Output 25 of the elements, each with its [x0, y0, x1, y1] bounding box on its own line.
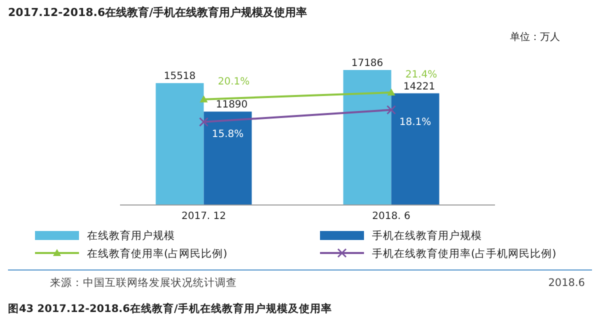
- bar: [391, 93, 440, 205]
- bar: [156, 83, 204, 205]
- source-note: 来源：中国互联网络发展状况统计调查: [50, 276, 237, 289]
- data-label: 15518: [164, 71, 196, 82]
- point: [386, 105, 396, 115]
- data-label: 17186: [351, 58, 384, 69]
- legend-label: 在线教育用户规模: [87, 229, 175, 242]
- data-label: 14221: [403, 81, 436, 92]
- data-label: 11890: [216, 100, 248, 111]
- chart-title: 2017.12-2018.6在线教育/手机在线教育用户规模及使用率: [8, 6, 308, 19]
- x-tick-label: 2018. 6: [372, 211, 410, 222]
- point: [199, 117, 208, 127]
- x-tick-label: 2017. 12: [181, 211, 226, 222]
- text: 2018.6: [548, 277, 586, 289]
- data-label: 21.4%: [405, 70, 438, 80]
- data-label: 15.8%: [212, 128, 244, 140]
- data-label: 18.1%: [399, 116, 432, 128]
- bar: [343, 70, 392, 205]
- legend-label: 手机在线教育用户规模: [372, 229, 482, 242]
- text: 单位：万人: [510, 31, 560, 43]
- bar: [204, 112, 252, 205]
- caption: 图43 2017.12-2018.6在线教育/手机在线教育用户规模及使用率: [8, 302, 332, 315]
- legend-label: 手机在线教育使用率(占手机网民比例): [372, 247, 556, 260]
- legend-label: 在线教育使用率(占网民比例): [87, 247, 228, 260]
- data-label: 20.1%: [218, 76, 250, 88]
